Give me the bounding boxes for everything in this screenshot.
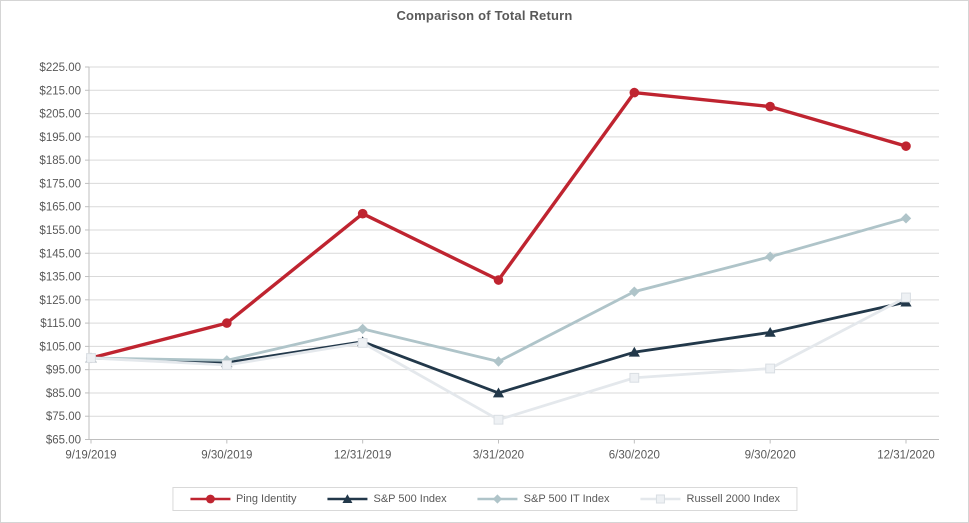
y-axis-label: $75.00 <box>46 411 81 423</box>
data-point-russell-2000-index <box>765 363 776 374</box>
legend-label: S&P 500 IT Index <box>523 493 610 505</box>
y-axis-label: $205.00 <box>39 109 81 121</box>
x-axis-label: 12/31/2020 <box>877 450 935 462</box>
legend-label: S&P 500 Index <box>373 493 447 505</box>
x-axis-label: 12/31/2019 <box>334 450 392 462</box>
y-axis-label: $85.00 <box>46 388 81 400</box>
y-axis-label: $195.00 <box>39 132 81 144</box>
y-axis-label: $155.00 <box>39 225 81 237</box>
y-axis-label: $165.00 <box>39 202 81 214</box>
y-axis-label: $115.00 <box>40 318 81 330</box>
data-point-ping-identity <box>493 275 504 285</box>
series-line-s-p-500-it-index <box>89 216 908 363</box>
legend-label: Russell 2000 Index <box>686 493 781 505</box>
data-point-ping-identity <box>901 141 911 151</box>
y-axis-label: $135.00 <box>39 272 81 284</box>
y-axis-label: $225.00 <box>39 62 81 74</box>
square-marker-icon <box>640 494 681 504</box>
series-line-ping-identity <box>89 90 908 360</box>
data-point-s-p-500-index <box>492 387 505 398</box>
x-axis-label: 9/30/2019 <box>201 450 252 462</box>
data-point-russell-2000-index <box>357 337 368 348</box>
data-point-s-p-500-it-index <box>493 356 504 367</box>
line-chart: $65.00 $75.00 $85.00 $95.00 $105.00 $115.00 $1… <box>39 62 939 462</box>
data-point-ping-identity <box>357 208 368 219</box>
triangle-marker-icon <box>327 494 368 503</box>
legend-item-russell-2000-index: Russell 2000 Index <box>640 493 781 505</box>
data-point-s-p-500-it-index <box>900 213 912 224</box>
y-axis-label: $105.00 <box>39 341 81 353</box>
chart-title: Comparison of Total Return <box>396 8 573 23</box>
circle-marker-icon <box>189 494 230 504</box>
y-axis-label: $125.00 <box>39 295 81 307</box>
data-point-ping-identity <box>222 318 232 328</box>
x-axis-label: 6/30/2020 <box>609 450 660 462</box>
data-point-s-p-500-index <box>764 327 776 337</box>
x-axis-label: 9/19/2019 <box>65 450 116 462</box>
y-axis-label: $95.00 <box>46 365 81 377</box>
y-axis-label: $145.00 <box>39 248 81 260</box>
x-axis-label: 9/30/2020 <box>745 450 796 462</box>
data-point-russell-2000-index <box>493 414 504 425</box>
data-point-russell-2000-index <box>86 353 96 363</box>
data-point-russell-2000-index <box>629 372 640 383</box>
data-point-russell-2000-index <box>901 292 911 303</box>
x-axis-label: 3/31/2020 <box>473 450 524 462</box>
y-axis-label: $175.00 <box>39 178 81 190</box>
series-line-s-p-500-index <box>89 300 908 395</box>
legend-item-s-p-500-it-index: S&P 500 IT Index <box>477 493 610 505</box>
data-point-s-p-500-it-index <box>764 251 776 262</box>
data-point-s-p-500-it-index <box>629 286 640 297</box>
y-axis-label: $185.00 <box>39 155 81 167</box>
data-point-russell-2000-index <box>221 360 232 370</box>
legend-item-ping-identity: Ping Identity <box>189 493 297 505</box>
legend-item-s-p-500-index: S&P 500 Index <box>326 493 447 505</box>
y-axis-label: $65.00 <box>46 435 81 447</box>
data-point-s-p-500-index <box>628 346 640 357</box>
data-point-s-p-500-it-index <box>357 323 368 335</box>
data-point-ping-identity <box>629 87 640 98</box>
data-point-ping-identity <box>765 101 775 112</box>
legend-label: Ping Identity <box>235 493 297 505</box>
chart-legend: Ping Identity S&P 500 Index S&P 500 IT Ind… <box>171 487 798 511</box>
diamond-marker-icon <box>477 494 518 504</box>
y-axis-label: $215.00 <box>39 85 81 97</box>
